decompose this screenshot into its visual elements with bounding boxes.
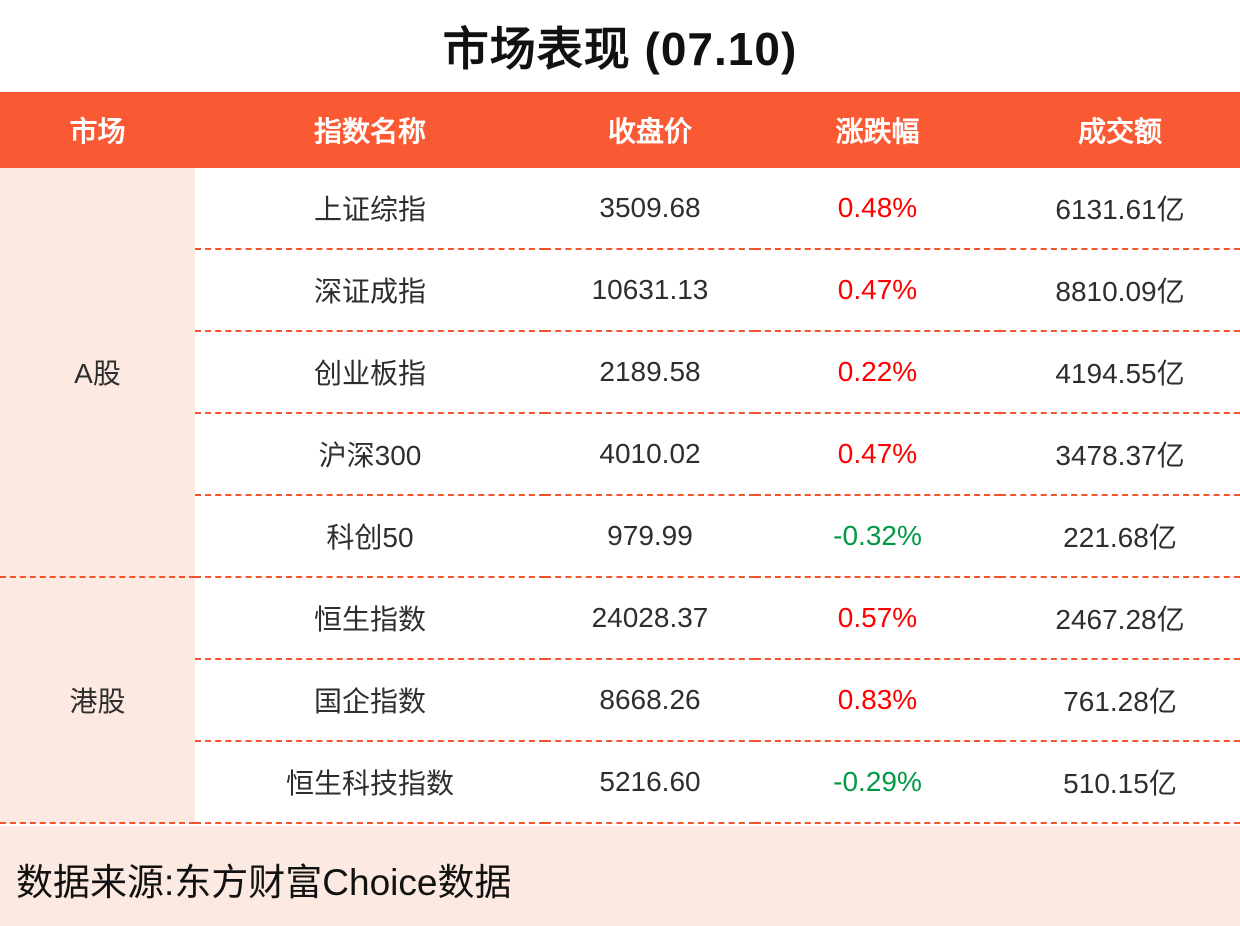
change-percent: 0.47%: [755, 249, 1000, 332]
market-group-a-shares: A股: [0, 168, 195, 578]
turnover: 2467.28亿: [1000, 577, 1240, 660]
change-percent: 0.83%: [755, 659, 1000, 742]
table-header-row: 市场 指数名称 收盘价 涨跌幅 成交额: [0, 92, 1240, 168]
turnover: 4194.55亿: [1000, 331, 1240, 414]
change-percent: 0.57%: [755, 577, 1000, 660]
table-row: 深证成指 10631.13 0.47% 8810.09亿: [0, 249, 1240, 332]
change-percent: -0.29%: [755, 741, 1000, 824]
change-percent: 0.22%: [755, 331, 1000, 414]
index-name: 科创50: [195, 495, 545, 578]
change-percent: 0.47%: [755, 413, 1000, 496]
close-price: 8668.26: [545, 659, 755, 742]
turnover: 6131.61亿: [1000, 168, 1240, 250]
turnover: 8810.09亿: [1000, 249, 1240, 332]
title-bar: 市场表现 (07.10): [0, 0, 1240, 92]
col-header-index: 指数名称: [195, 92, 545, 168]
table-row: 沪深300 4010.02 0.47% 3478.37亿: [0, 413, 1240, 496]
data-source-text: 数据来源:东方财富Choice数据: [16, 861, 512, 903]
page-title: 市场表现 (07.10): [442, 23, 798, 75]
turnover: 3478.37亿: [1000, 413, 1240, 496]
table-row: 港股 恒生指数 24028.37 0.57% 2467.28亿: [0, 577, 1240, 824]
turnover: 510.15亿: [1000, 741, 1240, 824]
index-name: 国企指数: [195, 659, 545, 742]
change-percent: 0.48%: [755, 168, 1000, 250]
col-header-change: 涨跌幅: [755, 92, 1000, 168]
index-name: 上证综指: [195, 168, 545, 250]
market-group-hk-shares: 港股: [0, 577, 195, 824]
index-name: 沪深300: [195, 413, 545, 496]
close-price: 24028.37: [545, 577, 755, 660]
index-name: 恒生科技指数: [195, 741, 545, 824]
col-header-market: 市场: [0, 92, 195, 168]
table-row: A股 上证综指 3509.68 0.48% 6131.61亿: [0, 168, 1240, 578]
table-row: 国企指数 8668.26 0.83% 761.28亿: [0, 659, 1240, 742]
close-price: 4010.02: [545, 413, 755, 496]
index-name: 深证成指: [195, 249, 545, 332]
data-source-bar: 数据来源:东方财富Choice数据: [0, 826, 1240, 926]
close-price: 3509.68: [545, 168, 755, 250]
close-price: 5216.60: [545, 741, 755, 824]
market-table: 市场 指数名称 收盘价 涨跌幅 成交额 A股 上证综指 3509.68 0.48…: [0, 92, 1240, 824]
turnover: 761.28亿: [1000, 659, 1240, 742]
turnover: 221.68亿: [1000, 495, 1240, 578]
close-price: 10631.13: [545, 249, 755, 332]
col-header-close: 收盘价: [545, 92, 755, 168]
index-name: 恒生指数: [195, 577, 545, 660]
col-header-turnover: 成交额: [1000, 92, 1240, 168]
table-row: 创业板指 2189.58 0.22% 4194.55亿: [0, 331, 1240, 414]
close-price: 2189.58: [545, 331, 755, 414]
table-row: 科创50 979.99 -0.32% 221.68亿: [0, 495, 1240, 578]
change-percent: -0.32%: [755, 495, 1000, 578]
close-price: 979.99: [545, 495, 755, 578]
table-row: 恒生科技指数 5216.60 -0.29% 510.15亿: [0, 741, 1240, 824]
index-name: 创业板指: [195, 331, 545, 414]
